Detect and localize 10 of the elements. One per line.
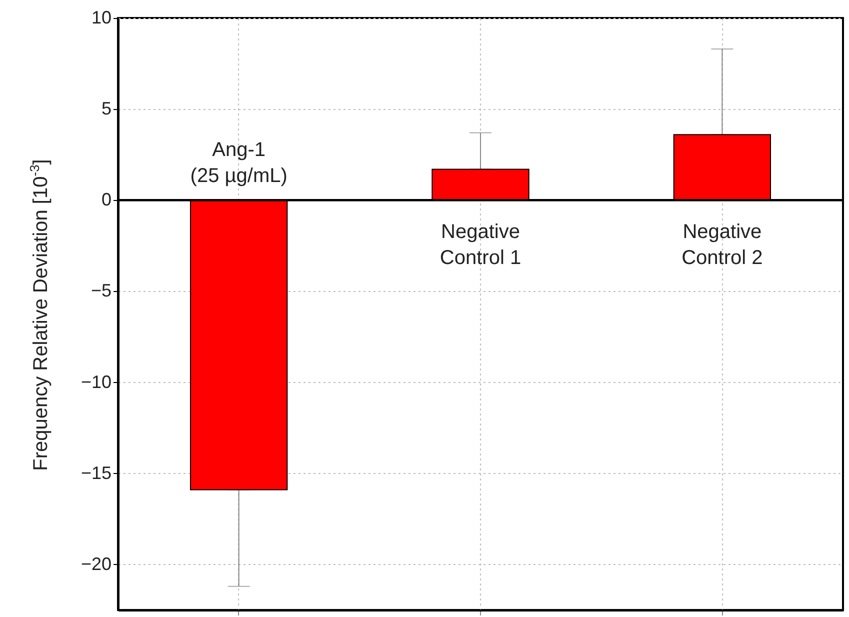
y-tick-label: −5 [90,280,112,301]
y-tick-label: 10 [91,8,112,28]
y-tick-label: 0 [101,190,112,210]
y-tick-label: −20 [80,554,112,574]
x-tick-label: Negative Control 2 [682,221,763,270]
y-tick-label: 5 [101,98,112,119]
y-tick-label: −10 [80,372,112,392]
y-tick-label: −15 [80,462,112,483]
x-tick-label: Ang-1 (25 µg/mL) [190,139,288,188]
x-tick-label: Negative Control 1 [440,221,522,270]
